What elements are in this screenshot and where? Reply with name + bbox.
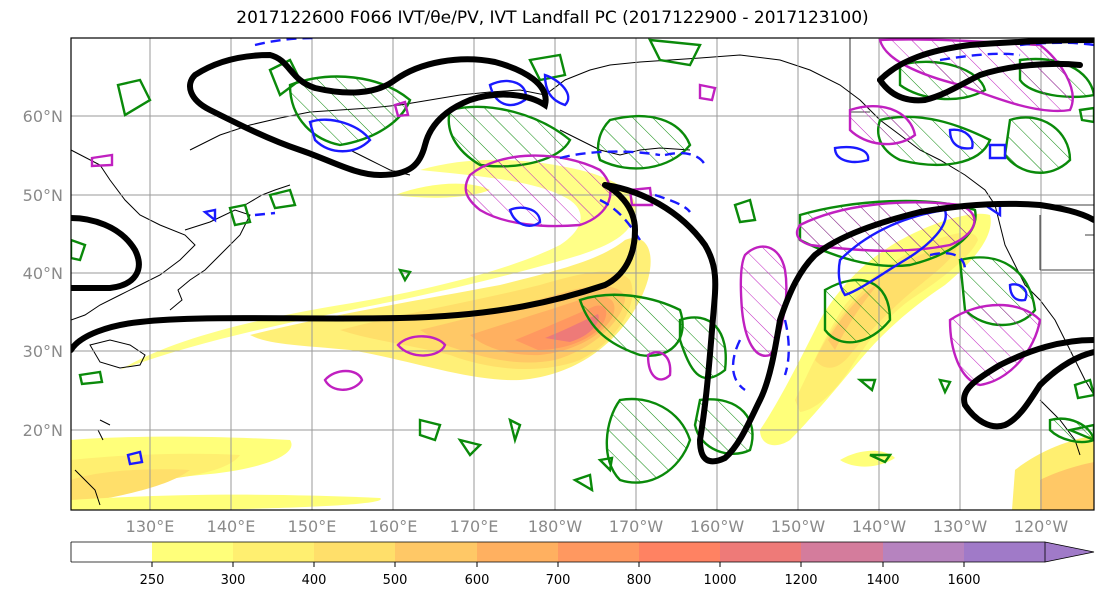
lon-label: 170°W (609, 517, 664, 536)
colorbar-label: 1600 (947, 573, 980, 588)
colorbar-bin (558, 542, 639, 562)
lat-label: 30°N (23, 342, 63, 361)
lon-label: 140°E (207, 517, 256, 536)
colorbar-label: 300 (221, 573, 246, 588)
lon-label: 130°E (126, 517, 175, 536)
map-content (71, 38, 1094, 510)
colorbar-label: 1200 (784, 573, 817, 588)
figure-title: 2017122600 F066 IVT/θe/PV, IVT Landfall … (236, 8, 869, 28)
colorbar-bin (801, 542, 883, 562)
colorbar-label: 1400 (866, 573, 899, 588)
colorbar-ticks (151, 562, 965, 567)
lon-label: 160°E (369, 517, 418, 536)
colorbar: 250 300 400 500 600 700 800 1000 1200 14… (70, 541, 1095, 588)
colorbar-label: 800 (627, 573, 652, 588)
lon-label: 150°W (771, 517, 826, 536)
longitude-labels: 130°E 140°E 150°E 160°E 170°E 180°W 170°… (126, 517, 1069, 536)
colorbar-bin (883, 542, 964, 562)
colorbar-bin (477, 542, 558, 562)
lat-label: 40°N (23, 264, 63, 283)
colorbar-bin (152, 542, 233, 562)
graticule (71, 38, 1094, 510)
colorbar-bin (720, 542, 801, 562)
colorbar-bin (639, 542, 720, 562)
lon-label: 140°W (852, 517, 907, 536)
lon-label: 120°W (1014, 517, 1069, 536)
colorbar-label: 500 (383, 573, 408, 588)
lon-label: 180°W (528, 517, 583, 536)
colorbar-extend-arrow (1044, 541, 1095, 563)
colorbar-bin (395, 542, 477, 562)
lat-label: 20°N (23, 421, 63, 440)
lon-label: 160°W (690, 517, 745, 536)
colorbar-bin (233, 542, 314, 562)
pv-negative-contours (126, 73, 1028, 466)
colorbar-bin (964, 542, 1045, 562)
theta-e-contours (288, 57, 1094, 484)
colorbar-label: 250 (140, 573, 165, 588)
colorbar-label: 1000 (703, 573, 736, 588)
lon-label: 150°E (288, 517, 337, 536)
pc-contours (71, 38, 1094, 465)
colorbar-label: 700 (546, 573, 571, 588)
colorbar-bin (71, 542, 152, 562)
map-frame (70, 37, 1095, 511)
lat-label: 60°N (23, 107, 63, 126)
colorbar-bin (314, 542, 395, 562)
colorbar-label: 400 (302, 573, 327, 588)
theta-e-small (71, 38, 1094, 493)
lon-label: 170°E (450, 517, 499, 536)
lat-label: 50°N (23, 186, 63, 205)
latitude-labels: 60°N 50°N 40°N 30°N 20°N (23, 107, 63, 440)
lon-label: 130°W (933, 517, 988, 536)
colorbar-label: 600 (465, 573, 490, 588)
